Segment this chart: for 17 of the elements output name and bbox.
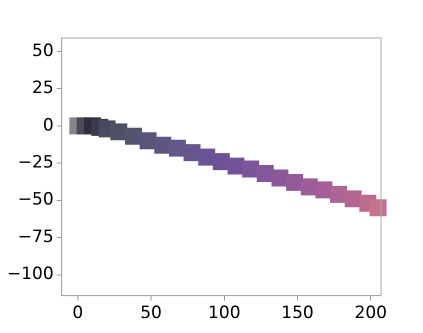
- x-tick-label: 50: [140, 303, 162, 324]
- y-tick-label: −50: [18, 190, 54, 210]
- point: [242, 160, 260, 178]
- y-tick-label: −100: [6, 264, 54, 284]
- point: [198, 148, 216, 166]
- y-tick-label: 25: [32, 78, 54, 98]
- x-tick-label: 100: [208, 303, 240, 324]
- y-tick-label: −75: [18, 226, 54, 247]
- y-tick-label: −25: [18, 152, 54, 172]
- point: [344, 190, 362, 208]
- point: [370, 199, 387, 216]
- y-tick-label: 50: [32, 40, 54, 61]
- y-tick-label: 0: [42, 115, 54, 136]
- x-tick-label: 150: [281, 303, 314, 324]
- x-tick-label: 200: [354, 303, 387, 324]
- point: [300, 178, 318, 196]
- x-tick-label: 0: [72, 303, 84, 324]
